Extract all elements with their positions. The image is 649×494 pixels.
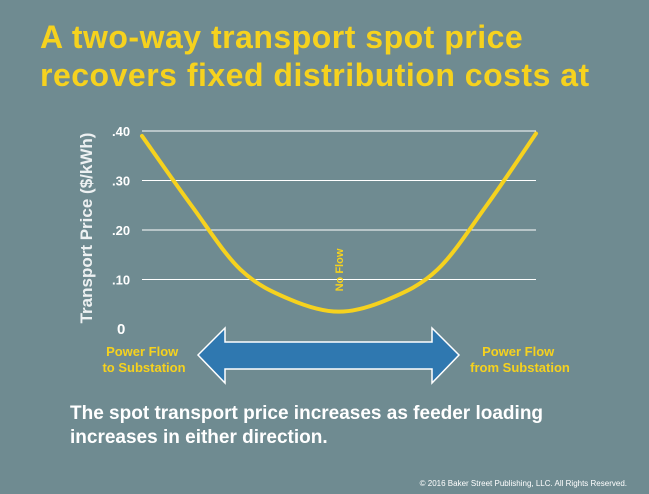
y-tick-labels: 0 .10 .20 .30 .40 (112, 124, 130, 338)
left-flow-label-line-2: to Substation (102, 360, 185, 375)
slide-title: A two-way transport spot price recovers … (40, 18, 640, 94)
explanation-line-1: The spot transport price increases as fe… (70, 403, 544, 424)
right-flow-label-line-2: from Substation (470, 360, 570, 375)
bidirectional-flow-arrow (196, 326, 461, 385)
explanation-line-2: increases in either direction. (70, 427, 328, 448)
left-flow-label: Power Flow to Substation (102, 344, 185, 375)
copyright-notice: © 2016 Baker Street Publishing, LLC. All… (419, 479, 627, 488)
right-flow-label-line-1: Power Flow (482, 344, 555, 359)
y-tick-label: .30 (112, 174, 130, 189)
title-line-2: recovers fixed distribution costs at (40, 57, 590, 93)
left-flow-label-line-1: Power Flow (106, 344, 179, 359)
y-tick-label: .40 (112, 124, 130, 139)
price-curve (140, 131, 538, 314)
right-flow-label: Power Flow from Substation (470, 344, 570, 375)
y-axis-label: Transport Price ($/kWh) (77, 133, 96, 324)
explanation-text: The spot transport price increases as fe… (70, 402, 630, 450)
y-tick-label: .10 (112, 273, 130, 288)
no-flow-label: No Flow (334, 248, 346, 291)
y-tick-label: 0 (117, 321, 125, 338)
title-line-1: A two-way transport spot price (40, 19, 524, 55)
y-tick-label: .20 (112, 223, 130, 238)
